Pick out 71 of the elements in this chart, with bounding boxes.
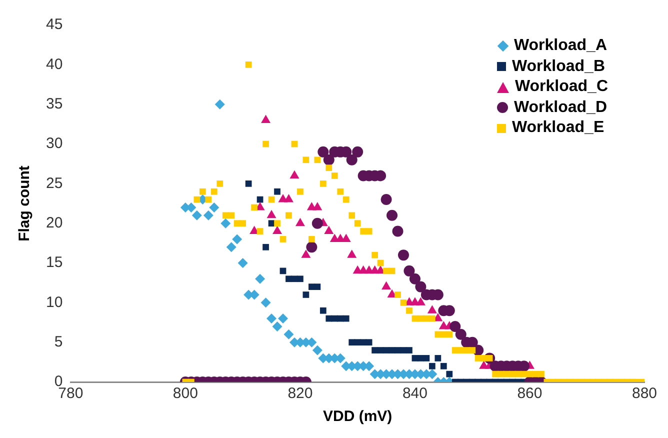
legend-label: Workload_A xyxy=(514,36,607,56)
y-tick-label: 25 xyxy=(46,174,63,192)
point xyxy=(262,244,269,250)
point xyxy=(312,202,322,210)
point xyxy=(394,347,401,354)
y-tick-label: 5 xyxy=(54,333,63,350)
point xyxy=(192,210,202,220)
point xyxy=(427,305,437,314)
point xyxy=(220,218,231,228)
point xyxy=(284,194,294,202)
y-axis-title: Flag count xyxy=(16,166,34,242)
point xyxy=(266,314,277,324)
legend-label: Workload_C xyxy=(514,77,608,97)
point xyxy=(274,188,280,195)
y-tick-label: 35 xyxy=(46,95,63,112)
point xyxy=(214,99,225,110)
y-tick-label: 10 xyxy=(46,294,63,311)
point xyxy=(434,355,442,362)
point xyxy=(416,297,426,306)
point xyxy=(203,210,214,220)
point xyxy=(324,226,334,234)
point xyxy=(347,250,357,258)
point xyxy=(260,298,271,308)
x-tick-label: 820 xyxy=(288,385,313,402)
point xyxy=(348,339,356,346)
y-tick-label: 45 xyxy=(46,16,63,34)
y-tick-label: 20 xyxy=(46,214,63,232)
point xyxy=(429,362,436,370)
point xyxy=(372,347,378,354)
point xyxy=(232,234,242,244)
legend-label: Workload_E xyxy=(512,118,604,138)
point xyxy=(342,315,350,322)
point xyxy=(290,170,300,178)
point xyxy=(360,339,367,346)
point xyxy=(238,258,248,268)
point xyxy=(383,347,390,354)
point xyxy=(245,180,252,187)
point xyxy=(297,276,304,282)
point xyxy=(423,355,430,362)
point xyxy=(209,202,220,212)
x-tick-label: 840 xyxy=(402,385,428,402)
x-axis-title: VDD (mV) xyxy=(323,408,392,426)
point xyxy=(295,218,305,226)
point xyxy=(266,210,276,218)
point xyxy=(278,314,288,324)
x-tick-label: 860 xyxy=(517,385,542,402)
point xyxy=(440,362,447,370)
point xyxy=(366,339,372,346)
x-tick-label: 800 xyxy=(172,385,198,402)
y-tick-label: 40 xyxy=(46,56,63,73)
point xyxy=(382,281,392,290)
point xyxy=(272,321,282,332)
y-tick-label: 30 xyxy=(46,135,63,152)
point xyxy=(301,250,311,258)
point xyxy=(302,292,310,298)
point xyxy=(418,355,424,362)
point xyxy=(406,347,412,354)
point xyxy=(272,226,282,234)
point xyxy=(320,307,326,314)
point xyxy=(446,370,453,378)
point xyxy=(261,114,271,123)
point xyxy=(286,276,292,282)
legend-label: Workload_D xyxy=(514,98,607,118)
y-tick-label: 15 xyxy=(46,254,63,272)
point xyxy=(312,345,322,356)
point xyxy=(314,284,321,290)
legend-label: Workload_B xyxy=(512,56,605,76)
point xyxy=(284,329,294,340)
point xyxy=(226,242,236,252)
x-tick-label: 880 xyxy=(632,385,657,402)
point xyxy=(255,274,266,284)
